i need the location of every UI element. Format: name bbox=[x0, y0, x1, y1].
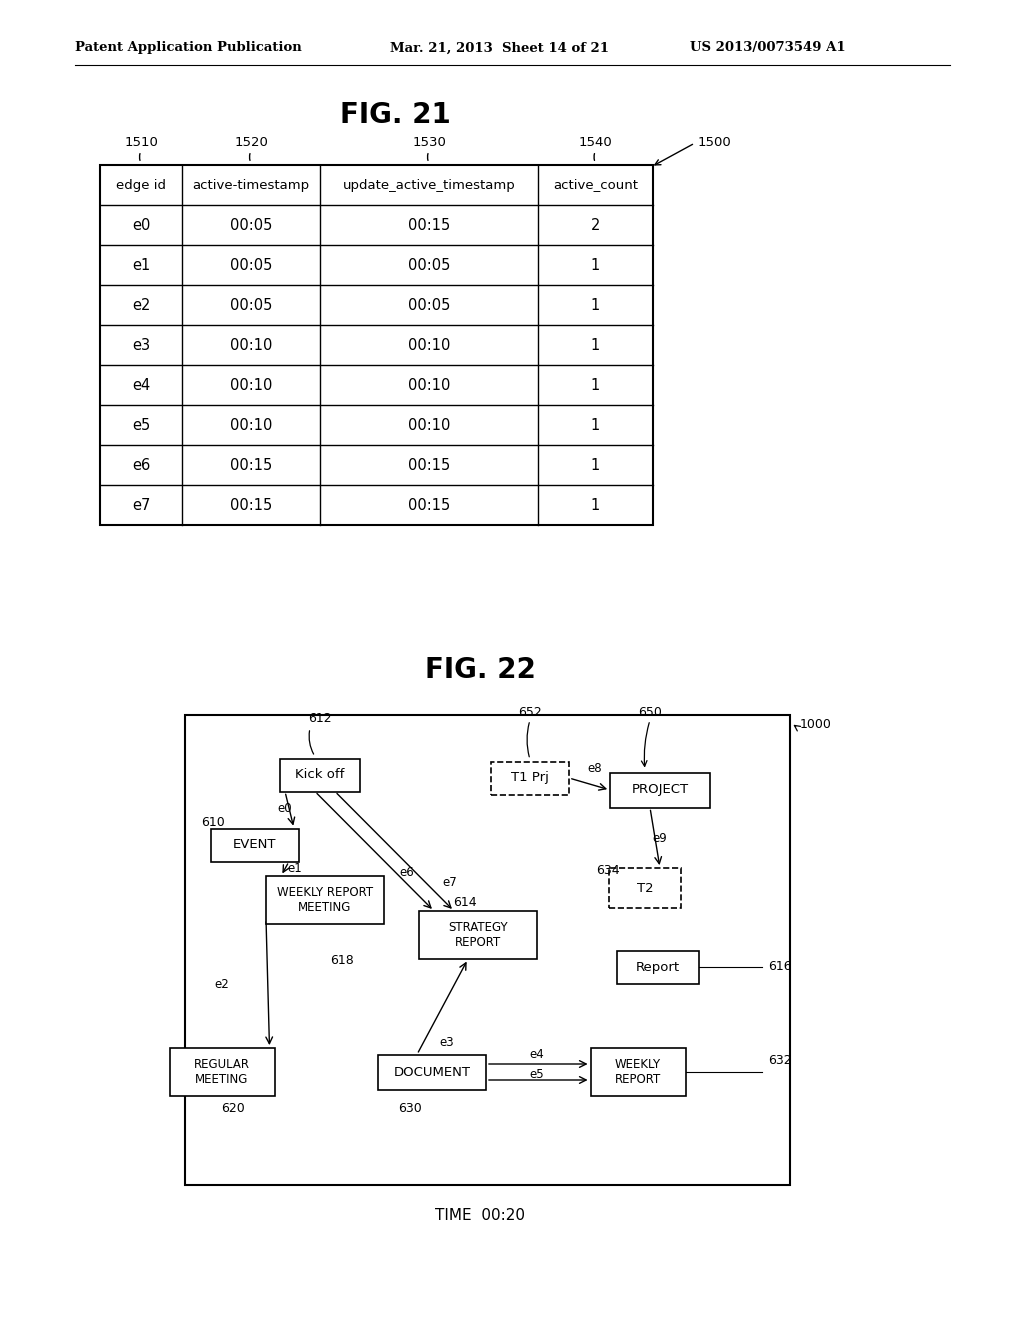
Text: 634: 634 bbox=[596, 863, 620, 876]
Text: 00:10: 00:10 bbox=[408, 338, 451, 352]
Bar bbox=[280, 759, 360, 792]
Text: e3: e3 bbox=[132, 338, 151, 352]
Text: 00:15: 00:15 bbox=[408, 218, 451, 232]
Bar bbox=[490, 762, 569, 795]
Text: 1510: 1510 bbox=[124, 136, 158, 149]
Text: e8: e8 bbox=[588, 762, 602, 775]
Text: 00:10: 00:10 bbox=[229, 338, 272, 352]
Bar bbox=[591, 1048, 685, 1096]
Text: e4: e4 bbox=[529, 1048, 545, 1061]
Text: e1: e1 bbox=[288, 862, 302, 874]
Text: 1530: 1530 bbox=[412, 136, 445, 149]
Bar bbox=[419, 911, 537, 960]
Text: 2: 2 bbox=[591, 218, 600, 232]
Bar bbox=[211, 829, 299, 862]
Text: 00:15: 00:15 bbox=[408, 498, 451, 512]
Text: T2: T2 bbox=[637, 882, 653, 895]
Text: 632: 632 bbox=[768, 1053, 792, 1067]
Text: FIG. 22: FIG. 22 bbox=[425, 656, 536, 684]
Text: 1: 1 bbox=[591, 498, 600, 512]
Bar bbox=[266, 876, 384, 924]
Text: WEEKLY REPORT
MEETING: WEEKLY REPORT MEETING bbox=[276, 886, 373, 913]
Text: 00:10: 00:10 bbox=[229, 378, 272, 392]
Text: e7: e7 bbox=[132, 498, 151, 512]
Text: 00:10: 00:10 bbox=[408, 378, 451, 392]
Text: e0: e0 bbox=[278, 801, 292, 814]
Text: 00:10: 00:10 bbox=[229, 417, 272, 433]
Text: 00:05: 00:05 bbox=[408, 257, 451, 272]
Text: e3: e3 bbox=[439, 1035, 455, 1048]
Bar bbox=[610, 772, 710, 808]
Text: e6: e6 bbox=[399, 866, 415, 879]
Text: 1520: 1520 bbox=[234, 136, 268, 149]
Text: e1: e1 bbox=[132, 257, 151, 272]
Text: e6: e6 bbox=[132, 458, 151, 473]
Text: 1: 1 bbox=[591, 257, 600, 272]
Text: 1540: 1540 bbox=[579, 136, 612, 149]
Text: STRATEGY
REPORT: STRATEGY REPORT bbox=[449, 921, 508, 949]
Text: 00:05: 00:05 bbox=[229, 297, 272, 313]
Text: 00:05: 00:05 bbox=[229, 218, 272, 232]
Text: 618: 618 bbox=[330, 953, 354, 966]
Text: PROJECT: PROJECT bbox=[632, 784, 688, 796]
Text: 1: 1 bbox=[591, 378, 600, 392]
Text: 1000: 1000 bbox=[800, 718, 831, 730]
Bar bbox=[185, 715, 790, 1185]
Text: Kick off: Kick off bbox=[295, 768, 345, 781]
Text: EVENT: EVENT bbox=[233, 838, 276, 851]
Text: 1: 1 bbox=[591, 338, 600, 352]
Text: 00:05: 00:05 bbox=[229, 257, 272, 272]
Text: active-timestamp: active-timestamp bbox=[193, 178, 309, 191]
Text: Mar. 21, 2013  Sheet 14 of 21: Mar. 21, 2013 Sheet 14 of 21 bbox=[390, 41, 609, 54]
Text: DOCUMENT: DOCUMENT bbox=[393, 1065, 470, 1078]
Text: FIG. 21: FIG. 21 bbox=[340, 102, 451, 129]
Text: 1: 1 bbox=[591, 297, 600, 313]
Text: e5: e5 bbox=[132, 417, 151, 433]
Text: 612: 612 bbox=[308, 711, 332, 725]
Text: 00:10: 00:10 bbox=[408, 417, 451, 433]
Text: 00:05: 00:05 bbox=[408, 297, 451, 313]
Text: 1500: 1500 bbox=[698, 136, 732, 149]
Text: WEEKLY
REPORT: WEEKLY REPORT bbox=[614, 1059, 662, 1086]
Text: 1: 1 bbox=[591, 458, 600, 473]
Text: 00:15: 00:15 bbox=[229, 458, 272, 473]
Text: 00:15: 00:15 bbox=[229, 498, 272, 512]
Text: TIME  00:20: TIME 00:20 bbox=[435, 1208, 525, 1222]
Text: 00:15: 00:15 bbox=[408, 458, 451, 473]
Text: 616: 616 bbox=[768, 961, 792, 974]
Text: 620: 620 bbox=[221, 1101, 245, 1114]
Text: e2: e2 bbox=[215, 978, 229, 991]
Text: 610: 610 bbox=[201, 817, 225, 829]
Text: e0: e0 bbox=[132, 218, 151, 232]
Text: update_active_timestamp: update_active_timestamp bbox=[343, 178, 515, 191]
Bar bbox=[100, 165, 653, 525]
Text: e7: e7 bbox=[442, 875, 458, 888]
Bar bbox=[609, 869, 681, 908]
Text: edge id: edge id bbox=[116, 178, 166, 191]
Text: active_count: active_count bbox=[553, 178, 638, 191]
Text: 630: 630 bbox=[398, 1101, 422, 1114]
Text: US 2013/0073549 A1: US 2013/0073549 A1 bbox=[690, 41, 846, 54]
Bar bbox=[378, 1055, 486, 1089]
Bar bbox=[617, 950, 699, 983]
Text: e5: e5 bbox=[529, 1068, 545, 1081]
Text: 652: 652 bbox=[518, 705, 542, 718]
Bar bbox=[170, 1048, 274, 1096]
Text: 614: 614 bbox=[454, 896, 477, 909]
Text: e2: e2 bbox=[132, 297, 151, 313]
Text: Patent Application Publication: Patent Application Publication bbox=[75, 41, 302, 54]
Text: e9: e9 bbox=[652, 832, 668, 845]
Text: 650: 650 bbox=[638, 705, 662, 718]
Text: 1: 1 bbox=[591, 417, 600, 433]
Text: Report: Report bbox=[636, 961, 680, 974]
Text: T1 Prj: T1 Prj bbox=[511, 771, 549, 784]
Text: REGULAR
MEETING: REGULAR MEETING bbox=[194, 1059, 250, 1086]
Text: e4: e4 bbox=[132, 378, 151, 392]
